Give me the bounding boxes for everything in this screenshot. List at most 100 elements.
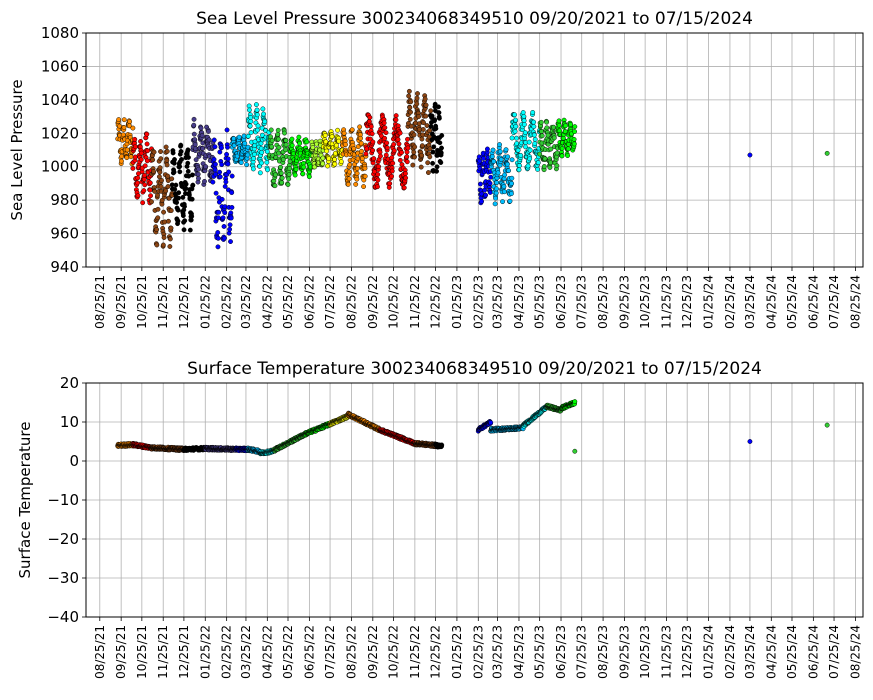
data-point — [518, 152, 524, 158]
data-point — [228, 239, 233, 245]
x-tick-label: 12/25/23 — [680, 625, 694, 679]
plot-frame — [85, 382, 864, 618]
data-point — [381, 120, 387, 126]
data-series-segment — [309, 138, 326, 170]
data-point — [215, 230, 221, 235]
y-tick-label: 1040 — [41, 91, 79, 109]
x-tick-label: 02/25/23 — [471, 625, 485, 679]
data-point — [376, 164, 382, 169]
data-point — [176, 190, 182, 196]
x-tick-label: 10/25/21 — [135, 275, 149, 329]
data-point — [387, 181, 393, 186]
x-tick-label: 06/25/22 — [302, 625, 316, 679]
data-point — [495, 170, 501, 176]
data-point — [191, 116, 197, 122]
x-tick-label: 02/25/24 — [723, 625, 737, 679]
data-point — [135, 193, 141, 199]
x-tick-label: 03/25/23 — [491, 275, 505, 329]
data-point — [158, 184, 164, 190]
x-tick-label: 05/25/22 — [281, 275, 295, 329]
data-point — [155, 215, 161, 221]
data-point — [490, 147, 496, 153]
x-tick-label: 03/25/22 — [239, 275, 253, 329]
data-point — [494, 180, 500, 186]
data-series-segment — [149, 144, 175, 249]
data-series-segment — [475, 419, 494, 434]
x-tick-label: 05/25/24 — [785, 625, 799, 679]
data-point — [280, 157, 286, 162]
data-series-segment — [363, 112, 411, 191]
data-point — [515, 147, 521, 153]
data-point — [572, 129, 578, 134]
data-point — [293, 166, 299, 172]
data-point — [169, 176, 175, 182]
data-point — [226, 169, 232, 175]
data-point — [497, 149, 503, 154]
data-point — [526, 139, 532, 145]
data-point — [206, 128, 211, 134]
data-point — [222, 210, 228, 216]
data-point — [425, 170, 431, 175]
data-point — [509, 175, 515, 181]
data-point — [269, 144, 275, 150]
data-series-segment — [130, 441, 154, 452]
data-point — [279, 180, 285, 185]
data-point — [382, 135, 388, 141]
x-tick-label: 08/25/23 — [596, 625, 610, 679]
data-point — [384, 145, 390, 151]
data-point — [275, 127, 281, 133]
x-tick-label: 09/25/22 — [366, 625, 380, 679]
y-tick-label: 1000 — [41, 158, 79, 176]
data-point — [411, 149, 417, 155]
data-point — [276, 150, 282, 156]
data-point — [168, 208, 174, 213]
x-tick-label: 02/25/22 — [220, 275, 234, 329]
data-point — [538, 119, 544, 125]
data-point — [185, 147, 191, 153]
data-point — [320, 155, 326, 161]
data-point — [419, 136, 425, 142]
data-point — [300, 171, 306, 177]
data-series-segment — [320, 127, 345, 169]
data-point — [568, 122, 574, 127]
data-point — [229, 205, 235, 210]
x-tick-label: 05/25/23 — [533, 625, 547, 679]
data-point — [175, 207, 181, 213]
y-tick-label: 980 — [50, 191, 79, 209]
data-point — [215, 235, 221, 241]
chart-2: Surface Temperature 300234068349510 09/2… — [16, 359, 864, 679]
data-point — [565, 146, 571, 152]
data-point — [168, 225, 174, 231]
data-point — [508, 191, 514, 197]
data-point — [163, 188, 169, 194]
data-point — [493, 190, 499, 196]
data-point — [304, 139, 310, 145]
x-tick-label: 06/25/24 — [806, 275, 820, 329]
data-point — [128, 154, 134, 160]
data-point — [378, 133, 384, 139]
data-point — [572, 124, 578, 130]
x-tick-label: 06/25/22 — [302, 275, 316, 329]
data-point — [427, 146, 433, 152]
data-point — [292, 172, 298, 178]
data-point — [517, 163, 522, 169]
data-point — [238, 160, 244, 166]
data-point — [155, 206, 161, 212]
data-point — [200, 146, 206, 151]
data-point — [420, 127, 426, 132]
chart-title: Surface Temperature 300234068349510 09/2… — [187, 359, 762, 379]
x-tick-label: 07/25/22 — [323, 275, 337, 329]
data-series-segment — [558, 399, 578, 412]
data-point — [824, 150, 830, 156]
y-tick-label: 10 — [60, 413, 79, 431]
x-tick-label: 01/25/23 — [450, 275, 464, 329]
data-point — [203, 164, 209, 170]
data-point — [432, 117, 438, 123]
data-point — [358, 135, 363, 141]
x-tick-label: 06/25/23 — [554, 625, 568, 679]
data-point — [297, 140, 303, 146]
data-point — [370, 139, 376, 145]
data-point — [248, 130, 254, 135]
data-point — [136, 171, 141, 177]
data-point — [572, 399, 578, 405]
